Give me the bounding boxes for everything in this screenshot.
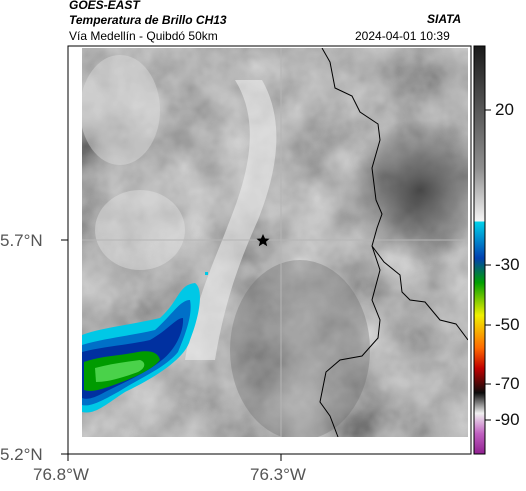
- product-title: Temperatura de Brillo CH13: [69, 13, 227, 27]
- lat-label-5.7: 5.7°N: [0, 231, 43, 250]
- lat-label-5.2: 5.2°N: [0, 445, 43, 464]
- colorbar-label-minus90: -90: [495, 410, 520, 429]
- lon-label-76.3: 76.3°W: [250, 465, 306, 484]
- brightness-temperature-field: [82, 48, 468, 437]
- colorbar-label-20: 20: [495, 100, 514, 119]
- colorbar-label-minus70: -70: [495, 374, 520, 393]
- lon-label-76.8: 76.8°W: [33, 465, 89, 484]
- satellite-title: GOES-EAST: [69, 0, 140, 12]
- colorbar: [473, 45, 486, 455]
- department-border: [319, 48, 468, 437]
- city-marker-star: [256, 234, 270, 247]
- convective-cloud: [82, 272, 208, 413]
- colorbar-label-minus30: -30: [495, 255, 520, 274]
- timestamp: 2024-04-01 10:39: [355, 29, 450, 43]
- route-subtitle: Vía Medellín - Quibdó 50km: [69, 29, 218, 43]
- agency-label: SIATA: [427, 12, 462, 26]
- colorbar-label-minus50: -50: [495, 315, 520, 334]
